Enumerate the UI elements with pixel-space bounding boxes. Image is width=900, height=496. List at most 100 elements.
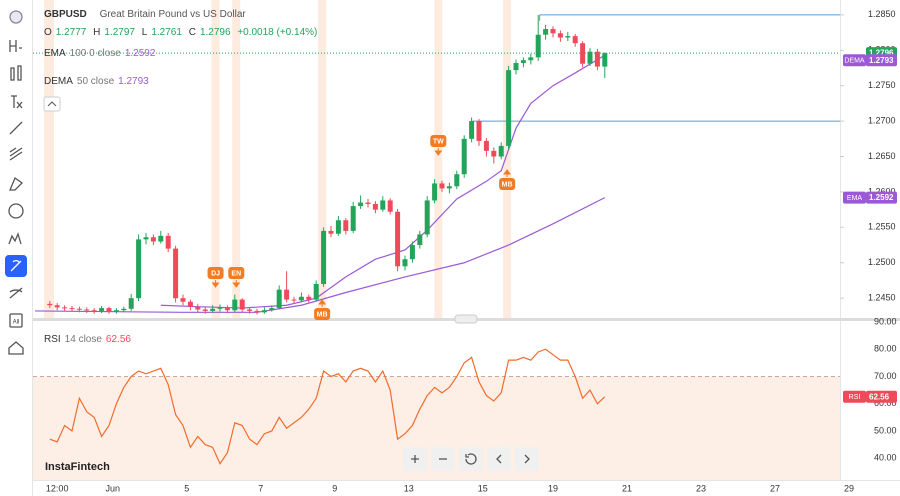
y-tick-label: 1.2750 (868, 80, 896, 90)
tool-icon[interactable] (11, 95, 23, 109)
flag-icon[interactable] (9, 10, 23, 24)
dema-box (866, 54, 897, 67)
candle-body (195, 306, 201, 310)
candle-body (247, 309, 253, 311)
candle-body (602, 53, 608, 67)
tool-icon[interactable] (9, 313, 23, 328)
event-marker (430, 135, 447, 147)
ohlc-label: C (188, 27, 196, 38)
change: +0.0018 (+0.14%) (237, 27, 318, 38)
event-label: MB (502, 181, 513, 188)
dema-name: DEMA (844, 58, 865, 65)
x-tick-label: 29 (844, 483, 854, 493)
tool-icon[interactable] (9, 121, 23, 135)
toolbar-badge: All (13, 320, 20, 326)
rsi-tick-label: 90.00 (874, 316, 897, 326)
toolbar-border (32, 0, 33, 496)
candle-body (239, 299, 245, 310)
ohlc-value: 1.2761 (151, 27, 182, 38)
candle-body (202, 309, 208, 311)
candle-body (350, 206, 356, 231)
axis-border (840, 0, 841, 480)
candle-body (54, 305, 60, 308)
y-tick-label: 1.2500 (868, 257, 896, 267)
candle-body (136, 239, 142, 299)
event-arrow (503, 169, 512, 177)
indicator-name: EMA (44, 48, 66, 59)
zoom-in-icon (411, 455, 419, 463)
tool-icon[interactable] (8, 341, 24, 355)
candle-body (121, 308, 127, 311)
candle-body (321, 230, 327, 285)
candle-body (298, 296, 304, 301)
rsi-tick-label: 70.00 (874, 371, 897, 381)
candle-body (498, 145, 504, 157)
scroll-left-icon (496, 454, 502, 464)
tool-icon[interactable] (10, 260, 22, 272)
candle-body (528, 57, 534, 61)
reset-button[interactable] (459, 447, 483, 471)
event-band (232, 0, 241, 318)
x-tick-label: 7 (258, 483, 263, 493)
candle-body (47, 303, 53, 306)
session-band (44, 0, 54, 318)
candle-body (506, 70, 512, 146)
rsi-line (49, 348, 606, 465)
tool-icon[interactable] (9, 40, 22, 52)
candle-body (535, 34, 541, 58)
candle-body (402, 259, 408, 267)
tool-icon[interactable] (9, 176, 24, 191)
tool-icon[interactable] (9, 147, 23, 161)
tool-icon[interactable] (8, 203, 24, 219)
candle-body (565, 36, 571, 38)
collapse-button[interactable] (43, 96, 61, 112)
candle-body (594, 51, 600, 67)
indicator-name: DEMA (44, 76, 73, 87)
candle-body (69, 308, 75, 310)
plot-layer (33, 0, 844, 480)
scroll-left-button[interactable] (487, 447, 511, 471)
event-band (434, 0, 443, 318)
candle-body (424, 200, 430, 235)
event-band (318, 0, 327, 318)
candle-body (520, 60, 526, 64)
tool-icon[interactable] (10, 65, 22, 81)
ohlc-value: 1.2796 (199, 27, 231, 38)
event-label: EN (231, 270, 241, 277)
event-label: TW (433, 138, 444, 145)
candle-body (158, 235, 164, 242)
event-arrow (434, 148, 443, 156)
dema-tag (843, 54, 866, 67)
rsi-box (866, 390, 897, 403)
indicator-params: 50 close (76, 76, 115, 87)
tool-icon[interactable] (9, 287, 23, 299)
y-tick-label: 1.2650 (868, 151, 896, 161)
indicator-value: 62.56 (105, 334, 131, 345)
scroll-right-button[interactable] (515, 447, 539, 471)
rsi-value: 62.56 (869, 392, 890, 401)
candle-body (380, 200, 386, 210)
pane-handle[interactable] (454, 314, 478, 324)
rsi-tag (843, 390, 866, 403)
candle-body (187, 301, 193, 307)
rsi-name: RSI (849, 394, 861, 401)
candle-body (291, 299, 297, 301)
ema-legend: EMA 100 0 close 1.2592 (44, 48, 159, 59)
candle-body (572, 36, 578, 44)
candle-body (84, 309, 90, 311)
candle-body (62, 307, 68, 309)
event-label: DJ (211, 270, 220, 277)
candle-body (232, 299, 238, 311)
candle-body (173, 248, 179, 299)
x-tick-label: 15 (478, 483, 488, 493)
candle-body (372, 203, 378, 210)
event-arrow (318, 299, 327, 307)
candle-body (446, 186, 452, 189)
tool-icon[interactable] (8, 232, 22, 245)
nav-buttons (403, 447, 539, 471)
x-tick-label: Jun (105, 483, 120, 493)
candle-body (491, 150, 497, 157)
y-tick-label: 1.2700 (868, 115, 896, 125)
event-arrow (232, 280, 241, 288)
